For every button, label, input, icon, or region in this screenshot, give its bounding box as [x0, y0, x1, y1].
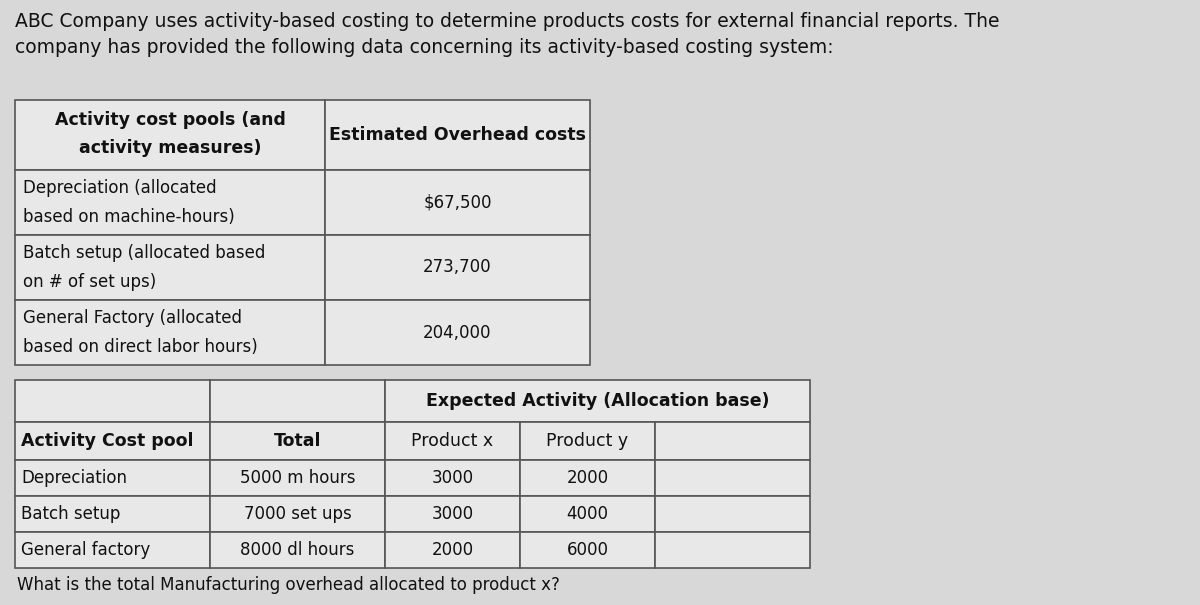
Text: 5000 m hours: 5000 m hours: [240, 469, 355, 487]
Bar: [655, 422, 810, 460]
Bar: [14, 422, 210, 460]
Text: on # of set ups): on # of set ups): [23, 273, 156, 291]
Text: 4000: 4000: [566, 505, 608, 523]
Text: Batch setup (allocated based: Batch setup (allocated based: [23, 244, 265, 262]
Bar: [14, 235, 325, 300]
Bar: [14, 300, 325, 365]
Bar: [385, 422, 520, 460]
Bar: [210, 422, 385, 460]
Bar: [210, 460, 385, 496]
Bar: [325, 170, 590, 235]
Text: $67,500: $67,500: [424, 194, 492, 212]
Bar: [520, 422, 655, 460]
Bar: [385, 532, 520, 568]
Bar: [210, 496, 385, 532]
Text: 204,000: 204,000: [424, 324, 492, 341]
Text: based on machine-hours): based on machine-hours): [23, 208, 235, 226]
Text: General Factory (allocated: General Factory (allocated: [23, 309, 242, 327]
Bar: [14, 496, 210, 532]
Bar: [520, 532, 655, 568]
Bar: [655, 532, 810, 568]
Text: activity measures): activity measures): [79, 139, 262, 157]
Text: Activity Cost pool: Activity Cost pool: [22, 432, 193, 450]
Bar: [210, 380, 385, 422]
Bar: [14, 100, 325, 170]
Text: What is the total Manufacturing overhead allocated to product x?: What is the total Manufacturing overhead…: [17, 576, 560, 594]
Text: 8000 dl hours: 8000 dl hours: [240, 541, 355, 559]
Text: Product y: Product y: [546, 432, 629, 450]
Bar: [14, 380, 210, 422]
Text: 3000: 3000: [432, 505, 474, 523]
Text: Batch setup: Batch setup: [22, 505, 120, 523]
Text: Estimated Overhead costs: Estimated Overhead costs: [329, 126, 586, 144]
Bar: [520, 460, 655, 496]
Text: 273,700: 273,700: [424, 258, 492, 276]
Text: 6000: 6000: [566, 541, 608, 559]
Bar: [655, 460, 810, 496]
Bar: [325, 100, 590, 170]
Bar: [14, 170, 325, 235]
Text: ABC Company uses activity-based costing to determine products costs for external: ABC Company uses activity-based costing …: [14, 12, 1000, 31]
Bar: [210, 532, 385, 568]
Bar: [14, 532, 210, 568]
Text: 2000: 2000: [432, 541, 474, 559]
Text: Total: Total: [274, 432, 322, 450]
Text: Product x: Product x: [412, 432, 493, 450]
Bar: [385, 496, 520, 532]
Text: Expected Activity (Allocation base): Expected Activity (Allocation base): [426, 392, 769, 410]
Text: General factory: General factory: [22, 541, 150, 559]
Bar: [520, 496, 655, 532]
Text: 2000: 2000: [566, 469, 608, 487]
Text: based on direct labor hours): based on direct labor hours): [23, 338, 258, 356]
Text: 7000 set ups: 7000 set ups: [244, 505, 352, 523]
Bar: [655, 496, 810, 532]
Text: company has provided the following data concerning its activity-based costing sy: company has provided the following data …: [14, 38, 834, 57]
Text: 3000: 3000: [432, 469, 474, 487]
Bar: [385, 380, 810, 422]
Bar: [14, 460, 210, 496]
Bar: [325, 300, 590, 365]
Bar: [325, 235, 590, 300]
Text: Activity cost pools (and: Activity cost pools (and: [54, 111, 286, 129]
Bar: [385, 460, 520, 496]
Text: Depreciation (allocated: Depreciation (allocated: [23, 179, 217, 197]
Text: Depreciation: Depreciation: [22, 469, 127, 487]
